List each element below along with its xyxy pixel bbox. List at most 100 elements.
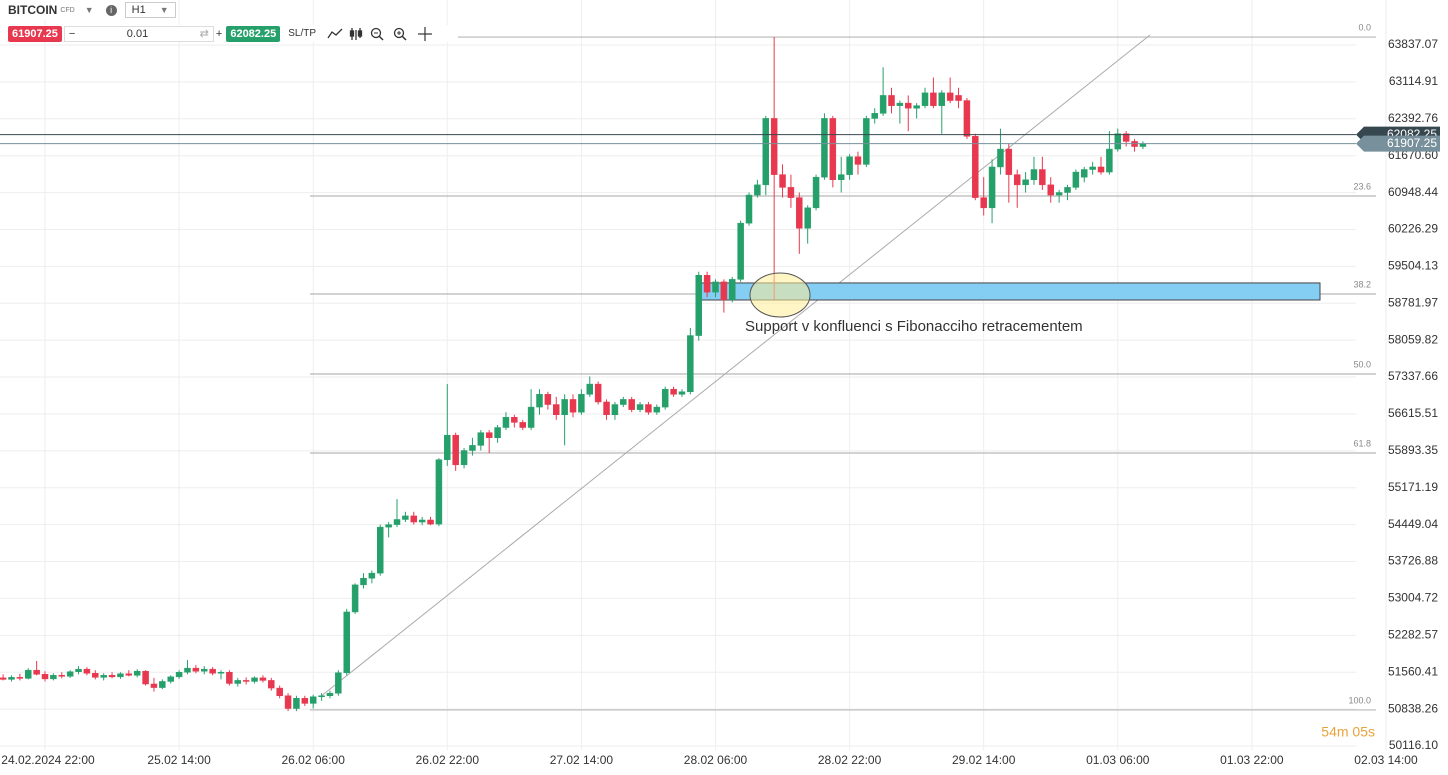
fib-label: 23.6 [1353,181,1371,191]
candle-body [1047,184,1054,196]
candle-body [611,404,619,415]
candle-body [242,680,250,682]
y-tick-label: 60948.44 [1388,185,1438,199]
bid-label-box [1356,135,1440,152]
candle-body [737,222,744,280]
candle-body [1122,133,1130,142]
timeframe[interactable]: H1 ▼ [124,2,176,18]
annotation: Support v konfluenci s Fibonacciho retra… [745,318,1083,335]
candle-body [276,687,283,696]
y-tick-label: 56615.51 [1388,406,1438,420]
quantity: 0.01 [126,27,149,40]
candle-body [938,92,946,106]
candle-body [653,406,661,413]
candle-body [946,92,954,101]
x-tick-label: 28.02 06:00 [684,753,748,767]
y-tick-label: 53004.72 [1388,591,1438,605]
x-tick-label: 26.02 22:00 [416,753,480,767]
candle-body [460,450,468,466]
candle-body [66,671,74,677]
candle-body [226,671,233,684]
candle-body [729,279,736,301]
symbol[interactable]: BITCOIN [8,3,58,17]
candle-body [393,519,401,525]
candle-body [770,118,778,175]
candle-body [1039,169,1046,186]
buy-button[interactable]: 62082.25 [226,25,281,42]
x-tick-label: 01.03 22:00 [1220,753,1284,767]
candle-body [871,113,878,119]
candle-body [594,383,602,403]
candle-body [1064,187,1071,193]
candle-body [645,404,652,413]
sell-button[interactable]: 61907.25 [8,25,62,42]
candle-body [293,698,300,709]
candle-body [972,136,979,198]
candle-body [502,417,510,428]
candle-body [888,95,895,106]
candle-body [1005,148,1013,175]
candle-body [217,671,225,674]
fib-label: 61.8 [1353,438,1371,448]
candle-body [184,667,191,673]
candle-body [410,515,418,523]
candle-body [745,194,753,224]
candle-body [854,156,862,165]
y-tick-label: 53726.88 [1388,554,1438,568]
x-tick-label: 02.03 14:00 [1354,753,1418,767]
y-tick-label: 60226.29 [1388,222,1438,236]
y-tick-label: 50116.10 [1389,738,1438,752]
fib-label: 38.2 [1353,279,1371,289]
y-tick-label: 59504.13 [1388,259,1438,273]
candle-body [821,118,828,178]
candle-body [0,677,7,680]
candle-body [234,680,242,684]
candle-body [955,95,962,101]
candle-body [75,668,82,672]
candle-body [167,676,174,682]
candle-body [418,519,426,523]
quantity-input[interactable]: −0.01 ⇄ [63,25,214,42]
candle-body [108,675,116,678]
candle-body [1030,169,1038,180]
candle-body [561,399,568,415]
info-icon[interactable]: i [105,4,117,16]
candle-body [368,572,376,579]
y-tick-label: 55171.19 [1388,480,1438,494]
x-tick-label: 25.02 14:00 [147,753,211,767]
bid-label: 61907.25 [1387,136,1437,150]
dropdown-arrow[interactable]: ▼ [84,5,94,15]
candle-body [200,668,208,672]
candle-body [159,681,166,688]
y-tick-label: 50838.26 [1388,701,1438,715]
fib-label: 0.0 [1358,22,1371,32]
y-tick-label: 54449.04 [1388,517,1438,531]
candle-body [259,677,267,681]
candle-body [1055,192,1063,196]
candle-body [1097,166,1105,173]
candle-body [33,669,40,675]
candle-body [50,675,57,680]
candle-body [117,673,124,678]
candle-body [527,406,535,428]
plus[interactable]: + [215,27,223,40]
candle-body [360,577,367,586]
candle-body [385,524,392,528]
tool-icons[interactable] [326,26,446,42]
candle-body [175,671,183,678]
candle-body [661,388,669,408]
sltp[interactable]: SL/TP [288,28,317,39]
candle-body [703,275,711,293]
candle-body [762,118,770,186]
grid [0,0,1387,750]
candle-body [485,432,493,438]
candle-body [712,281,719,293]
candle-body [544,394,552,405]
candle-body [578,394,585,413]
candle-body [83,668,91,674]
candle-body [1114,133,1122,150]
candle-body [603,401,610,415]
candle-body [1081,169,1088,178]
